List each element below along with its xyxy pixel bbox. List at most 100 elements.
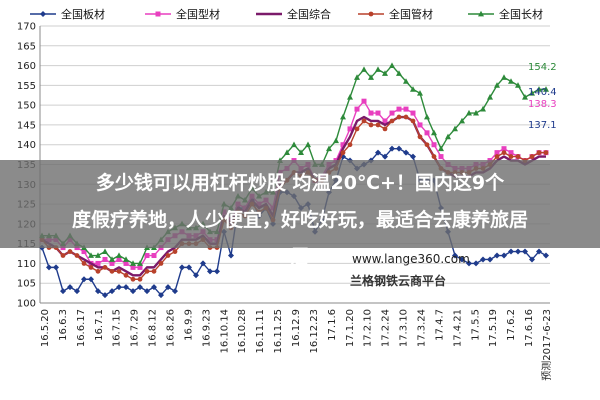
y-tick-label: 110 bbox=[17, 259, 36, 270]
y-tick-label: 170 bbox=[17, 22, 36, 33]
headline-overlay bbox=[0, 160, 600, 248]
series-1-point bbox=[214, 268, 220, 275]
series-5-point bbox=[298, 149, 304, 156]
series-4-point bbox=[74, 253, 80, 258]
series-5-point bbox=[123, 256, 129, 262]
series-1-point bbox=[109, 288, 115, 295]
x-tick-label: 16.5.20 bbox=[40, 309, 51, 347]
series-2-point bbox=[137, 264, 143, 270]
y-tick-label: 160 bbox=[17, 61, 36, 72]
series-1-point bbox=[403, 149, 409, 156]
series-5-point bbox=[445, 133, 451, 140]
series-1-point bbox=[452, 252, 458, 259]
series-1-point bbox=[60, 288, 66, 295]
series-1-point bbox=[522, 248, 528, 255]
series-4-point bbox=[130, 276, 136, 282]
series-4-point bbox=[354, 126, 360, 132]
series-4-point bbox=[158, 261, 164, 266]
series-2-point bbox=[81, 249, 87, 255]
legend-5-point bbox=[478, 10, 484, 17]
x-tick-label: 16.12.9 bbox=[291, 309, 302, 347]
y-tick-label: 150 bbox=[17, 101, 36, 112]
legend-label: 全国板材 bbox=[61, 7, 105, 21]
x-tick-label: 17.2.10 bbox=[363, 309, 374, 347]
series-4-point bbox=[368, 122, 374, 128]
series-4-point bbox=[88, 264, 94, 270]
series-1-point bbox=[151, 284, 157, 291]
headline-line-2[interactable]: 度假疗养地，人少便宜，好吃好玩，最适合去康养旅居 bbox=[71, 209, 528, 231]
series-5-point bbox=[389, 62, 395, 68]
series-2-point bbox=[396, 106, 402, 112]
series-1-point bbox=[74, 288, 80, 295]
x-tick-label: 预测2017-6-23 bbox=[540, 309, 553, 381]
series-1-point bbox=[536, 248, 542, 255]
legend-4-point bbox=[368, 11, 374, 17]
series-4-point bbox=[67, 249, 73, 254]
x-tick-label: 16.8.26 bbox=[166, 309, 177, 347]
series-4-point bbox=[382, 126, 388, 132]
x-tick-label: 17.6.16 bbox=[524, 309, 535, 347]
x-tick-label: 17.5.19 bbox=[488, 309, 499, 347]
series-1-point bbox=[389, 145, 395, 152]
series-2-point bbox=[508, 150, 514, 156]
series-1-point bbox=[123, 284, 129, 291]
series-1-point bbox=[81, 276, 87, 283]
series-1-point bbox=[46, 264, 52, 271]
series-1-point bbox=[102, 292, 108, 299]
series-1-point bbox=[53, 264, 59, 271]
series-5-point bbox=[95, 252, 101, 258]
series-5-point bbox=[368, 74, 374, 80]
series-2-point bbox=[389, 110, 395, 116]
series-1-point bbox=[130, 288, 136, 295]
series-5-point bbox=[452, 125, 458, 132]
series-5-point bbox=[515, 82, 521, 88]
legend-2-point bbox=[155, 11, 161, 17]
series-1-point bbox=[88, 276, 94, 283]
series-4-point bbox=[347, 142, 353, 148]
series-4-point bbox=[424, 142, 430, 148]
watermark-brand: 兰格钢铁云商平台 bbox=[350, 274, 447, 288]
series-2-point bbox=[109, 260, 115, 266]
legend-1-point bbox=[40, 11, 46, 17]
series-5-point bbox=[501, 74, 507, 80]
series-5-point bbox=[410, 86, 416, 92]
x-tick-label: 16.11.11 bbox=[255, 309, 266, 354]
series-1-point bbox=[137, 284, 143, 291]
series-5-point bbox=[354, 74, 360, 80]
series-1-point bbox=[487, 256, 493, 263]
series-4-point bbox=[508, 154, 514, 159]
series-4-point bbox=[137, 276, 143, 282]
series-1-point bbox=[543, 252, 549, 259]
series-5-point bbox=[459, 117, 465, 124]
series-2-point bbox=[340, 142, 346, 148]
series-5-point bbox=[102, 248, 108, 254]
series-1-point bbox=[165, 284, 171, 291]
series-4-point bbox=[123, 272, 129, 278]
series-1-point bbox=[480, 256, 486, 263]
series-2-point bbox=[95, 260, 101, 266]
x-tick-label: 17.1.20 bbox=[345, 309, 356, 347]
series-2-point bbox=[368, 110, 374, 116]
end-value-label: 137.1 bbox=[528, 120, 557, 131]
series-4-point bbox=[151, 268, 157, 274]
y-tick-label: 140 bbox=[17, 140, 36, 151]
series-5-point bbox=[431, 129, 437, 136]
series-5-point bbox=[382, 70, 388, 76]
x-tick-label: 16.10.14 bbox=[219, 309, 230, 354]
x-tick-label: 17.3.10 bbox=[399, 309, 410, 347]
series-5-point bbox=[88, 252, 94, 258]
series-1-point bbox=[67, 284, 73, 291]
series-2-point bbox=[424, 130, 430, 136]
series-5-point bbox=[347, 94, 353, 100]
headline-line-1[interactable]: 多少钱可以用杠杆炒股 均温20℃+！国内这9个 bbox=[95, 172, 505, 194]
series-1-point bbox=[466, 260, 472, 267]
end-value-label: 154.2 bbox=[528, 62, 557, 73]
series-5-point bbox=[543, 86, 549, 92]
x-tick-label: 17.3.24 bbox=[417, 309, 428, 347]
end-value-label: 138.3 bbox=[528, 99, 557, 110]
series-5-point bbox=[424, 113, 430, 120]
series-2-point bbox=[494, 150, 500, 156]
series-2-point bbox=[130, 264, 136, 270]
series-1-point bbox=[459, 256, 465, 263]
